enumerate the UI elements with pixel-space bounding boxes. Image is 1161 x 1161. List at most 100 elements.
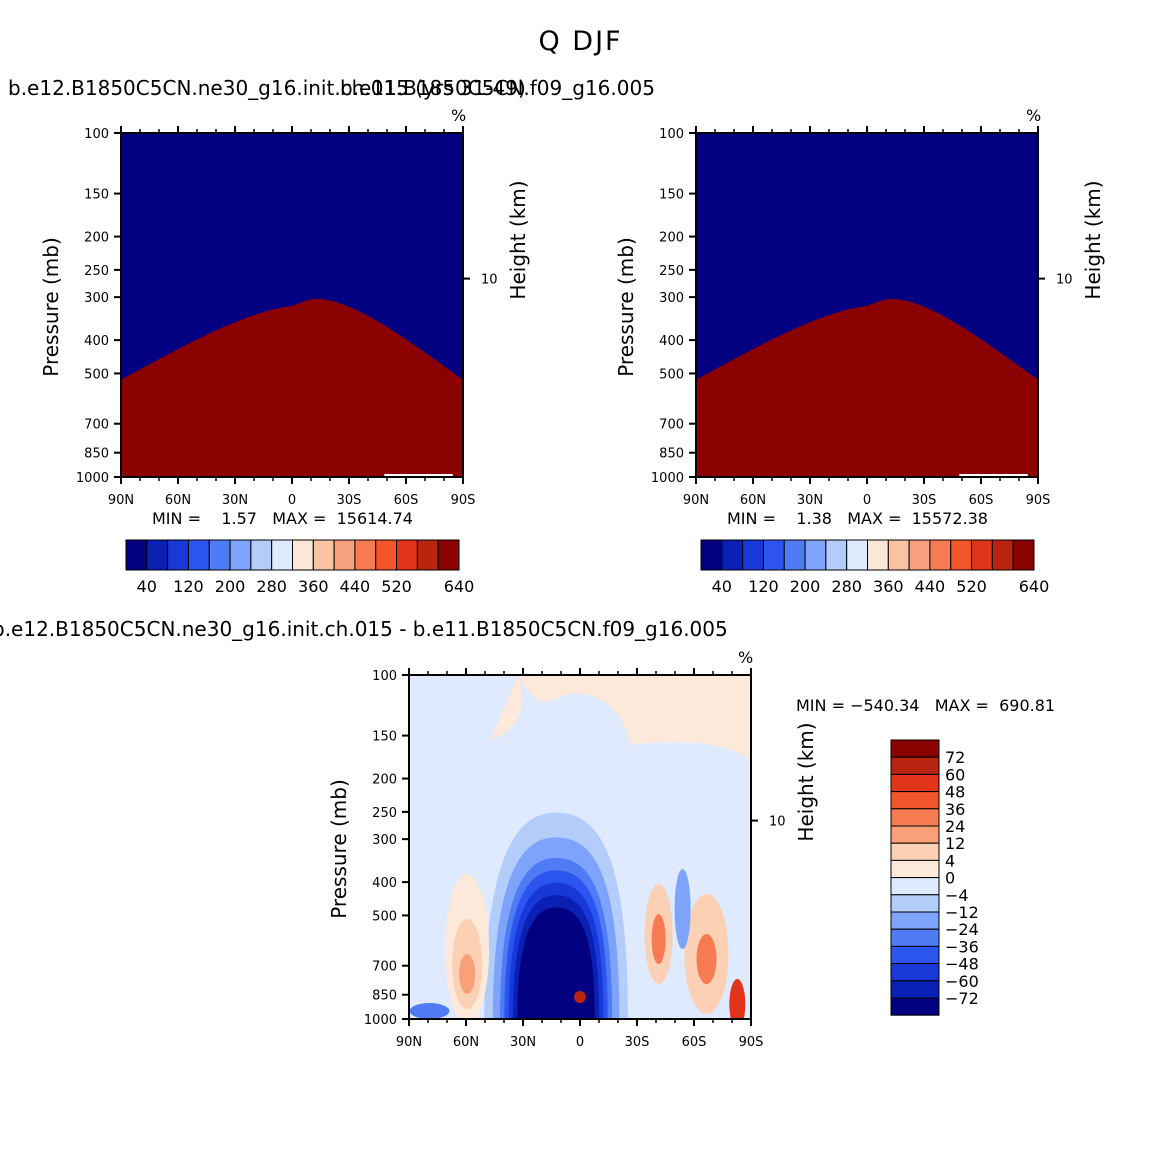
x-tick-label: 0 <box>288 493 296 508</box>
colorbar-swatch <box>890 877 940 896</box>
colorbar-swatch <box>354 539 377 571</box>
y-tick-label: 1000 <box>364 1013 397 1028</box>
colorbar-label: 520 <box>381 577 412 596</box>
y-tick-label: 100 <box>84 127 109 142</box>
colorbar-label: 640 <box>444 577 475 596</box>
panel-b-stats: MIN = 1.38 MAX = 15572.38 <box>727 509 988 528</box>
subtitle-difference: b.e12.B1850C5CN.ne30_g16.init.ch.015 - b… <box>0 617 728 641</box>
y2-axis-label: Height (km) <box>506 180 530 299</box>
colorbar-label: 40 <box>137 577 157 596</box>
colorbar-swatch <box>250 539 273 571</box>
colorbar-swatch <box>846 539 868 571</box>
x-tick-label: 60N <box>740 493 766 508</box>
colorbar-label: −36 <box>945 937 979 956</box>
colorbar-swatch <box>950 539 973 571</box>
y-tick-label: 1000 <box>76 471 109 486</box>
colorbar-swatch <box>890 825 940 844</box>
colorbar-swatch <box>125 539 148 571</box>
y-tick-label: 850 <box>659 447 684 462</box>
colorbar-swatch <box>890 894 940 913</box>
colorbar-swatch <box>971 539 993 571</box>
colorbar-swatch <box>187 539 210 571</box>
y-tick-label: 1000 <box>651 471 684 486</box>
y-tick-label: 250 <box>84 264 109 279</box>
colorbar-swatch <box>825 539 848 571</box>
x-tick-label: 60N <box>453 1035 479 1050</box>
colorbar-label: 48 <box>945 783 965 802</box>
colorbar-swatch <box>312 539 335 571</box>
y-axis-label: Pressure (mb) <box>327 779 351 919</box>
contour-field <box>696 133 1038 477</box>
x-tick-label: 90N <box>683 493 709 508</box>
colorbar-swatch <box>271 539 293 571</box>
contour-band <box>517 907 595 1019</box>
y2-axis-label: Height (km) <box>1081 180 1105 299</box>
y-tick-label: 200 <box>84 231 109 246</box>
x-tick-label: 90N <box>396 1035 422 1050</box>
colorbar-label: 0 <box>945 869 955 888</box>
colorbar-label: −72 <box>945 989 979 1008</box>
y-tick-label: 400 <box>372 876 397 891</box>
y-tick-label: 300 <box>84 291 109 306</box>
contour-band <box>696 934 717 984</box>
colorbar-swatch <box>890 963 940 982</box>
x-tick-label: 30S <box>625 1035 650 1050</box>
y-tick-label: 200 <box>372 773 397 788</box>
colorbar-model-a: 40 120 200 280 360 440 520 640 <box>125 539 475 596</box>
colorbar-swatch <box>991 539 1014 571</box>
y-tick-label: 250 <box>659 264 684 279</box>
y-tick-label: 500 <box>659 367 684 382</box>
colorbar-swatch <box>742 539 764 571</box>
colorbar-label: −60 <box>945 972 979 991</box>
contour-band <box>574 991 586 1003</box>
missing-data <box>959 474 1028 477</box>
colorbar-swatch <box>1012 539 1035 571</box>
x-tick-label: 30S <box>337 493 362 508</box>
units-diff: % <box>738 648 754 667</box>
y-tick-label: 850 <box>372 989 397 1004</box>
colorbar-label: 120 <box>173 577 204 596</box>
colorbar-label: 440 <box>915 577 946 596</box>
plot-model-a: 90N 60N 30N 0 30S 60S 90S 100 150 200 250 300 400 500… <box>39 126 530 508</box>
colorbar-swatch <box>208 539 231 571</box>
x-tick-label: 30S <box>912 493 937 508</box>
x-tick-label: 0 <box>576 1035 584 1050</box>
colorbar-swatch <box>890 911 940 930</box>
colorbar-label: 4 <box>945 851 955 870</box>
contour-field <box>121 133 463 477</box>
y-tick-label: 700 <box>372 960 397 975</box>
y2-axis-label: Height (km) <box>794 722 818 841</box>
units-b: % <box>1026 106 1042 125</box>
colorbar-swatch <box>146 539 169 571</box>
x-tick-label: 90S <box>1026 493 1051 508</box>
y-tick-label: 100 <box>372 669 397 684</box>
colorbar-swatch <box>167 539 189 571</box>
y-tick-label: 500 <box>84 367 109 382</box>
x-tick-label: 90N <box>108 493 134 508</box>
contour-band <box>729 979 746 1019</box>
colorbar-label: 12 <box>945 834 965 853</box>
y-axis-label: Pressure (mb) <box>614 237 638 377</box>
colorbar-swatch <box>890 945 940 965</box>
colorbar-label: 520 <box>956 577 987 596</box>
y-tick-label: 150 <box>84 188 109 203</box>
colorbar-label: 72 <box>945 748 965 767</box>
subtitle-model-b: b.e11.B1850C5CN.f09_g16.005 <box>340 76 655 100</box>
plot-difference: 90N 60N 30N 0 30S 60S 90S 100 150 200 250 300 400 500… <box>327 668 818 1050</box>
x-tick-label: 60N <box>165 493 191 508</box>
contour-band <box>459 954 476 994</box>
colorbar-swatch <box>890 980 940 999</box>
plot-model-b: 90N 60N 30N 0 30S 60S 90S 100 150 200 250 300 400 500… <box>614 126 1105 508</box>
colorbar-label: 360 <box>873 577 904 596</box>
colorbar-model-b: 40 120 200 280 360 440 520 640 <box>700 539 1049 596</box>
colorbar-swatch <box>762 539 785 571</box>
colorbar-label: 440 <box>340 577 371 596</box>
colorbar-swatch <box>908 539 931 571</box>
colorbar-label: −12 <box>945 903 979 922</box>
contour-field <box>409 675 751 1019</box>
x-tick-label: 90S <box>739 1035 764 1050</box>
colorbar-swatch <box>700 539 723 571</box>
y-tick-label: 850 <box>84 447 109 462</box>
y-tick-label: 200 <box>659 231 684 246</box>
